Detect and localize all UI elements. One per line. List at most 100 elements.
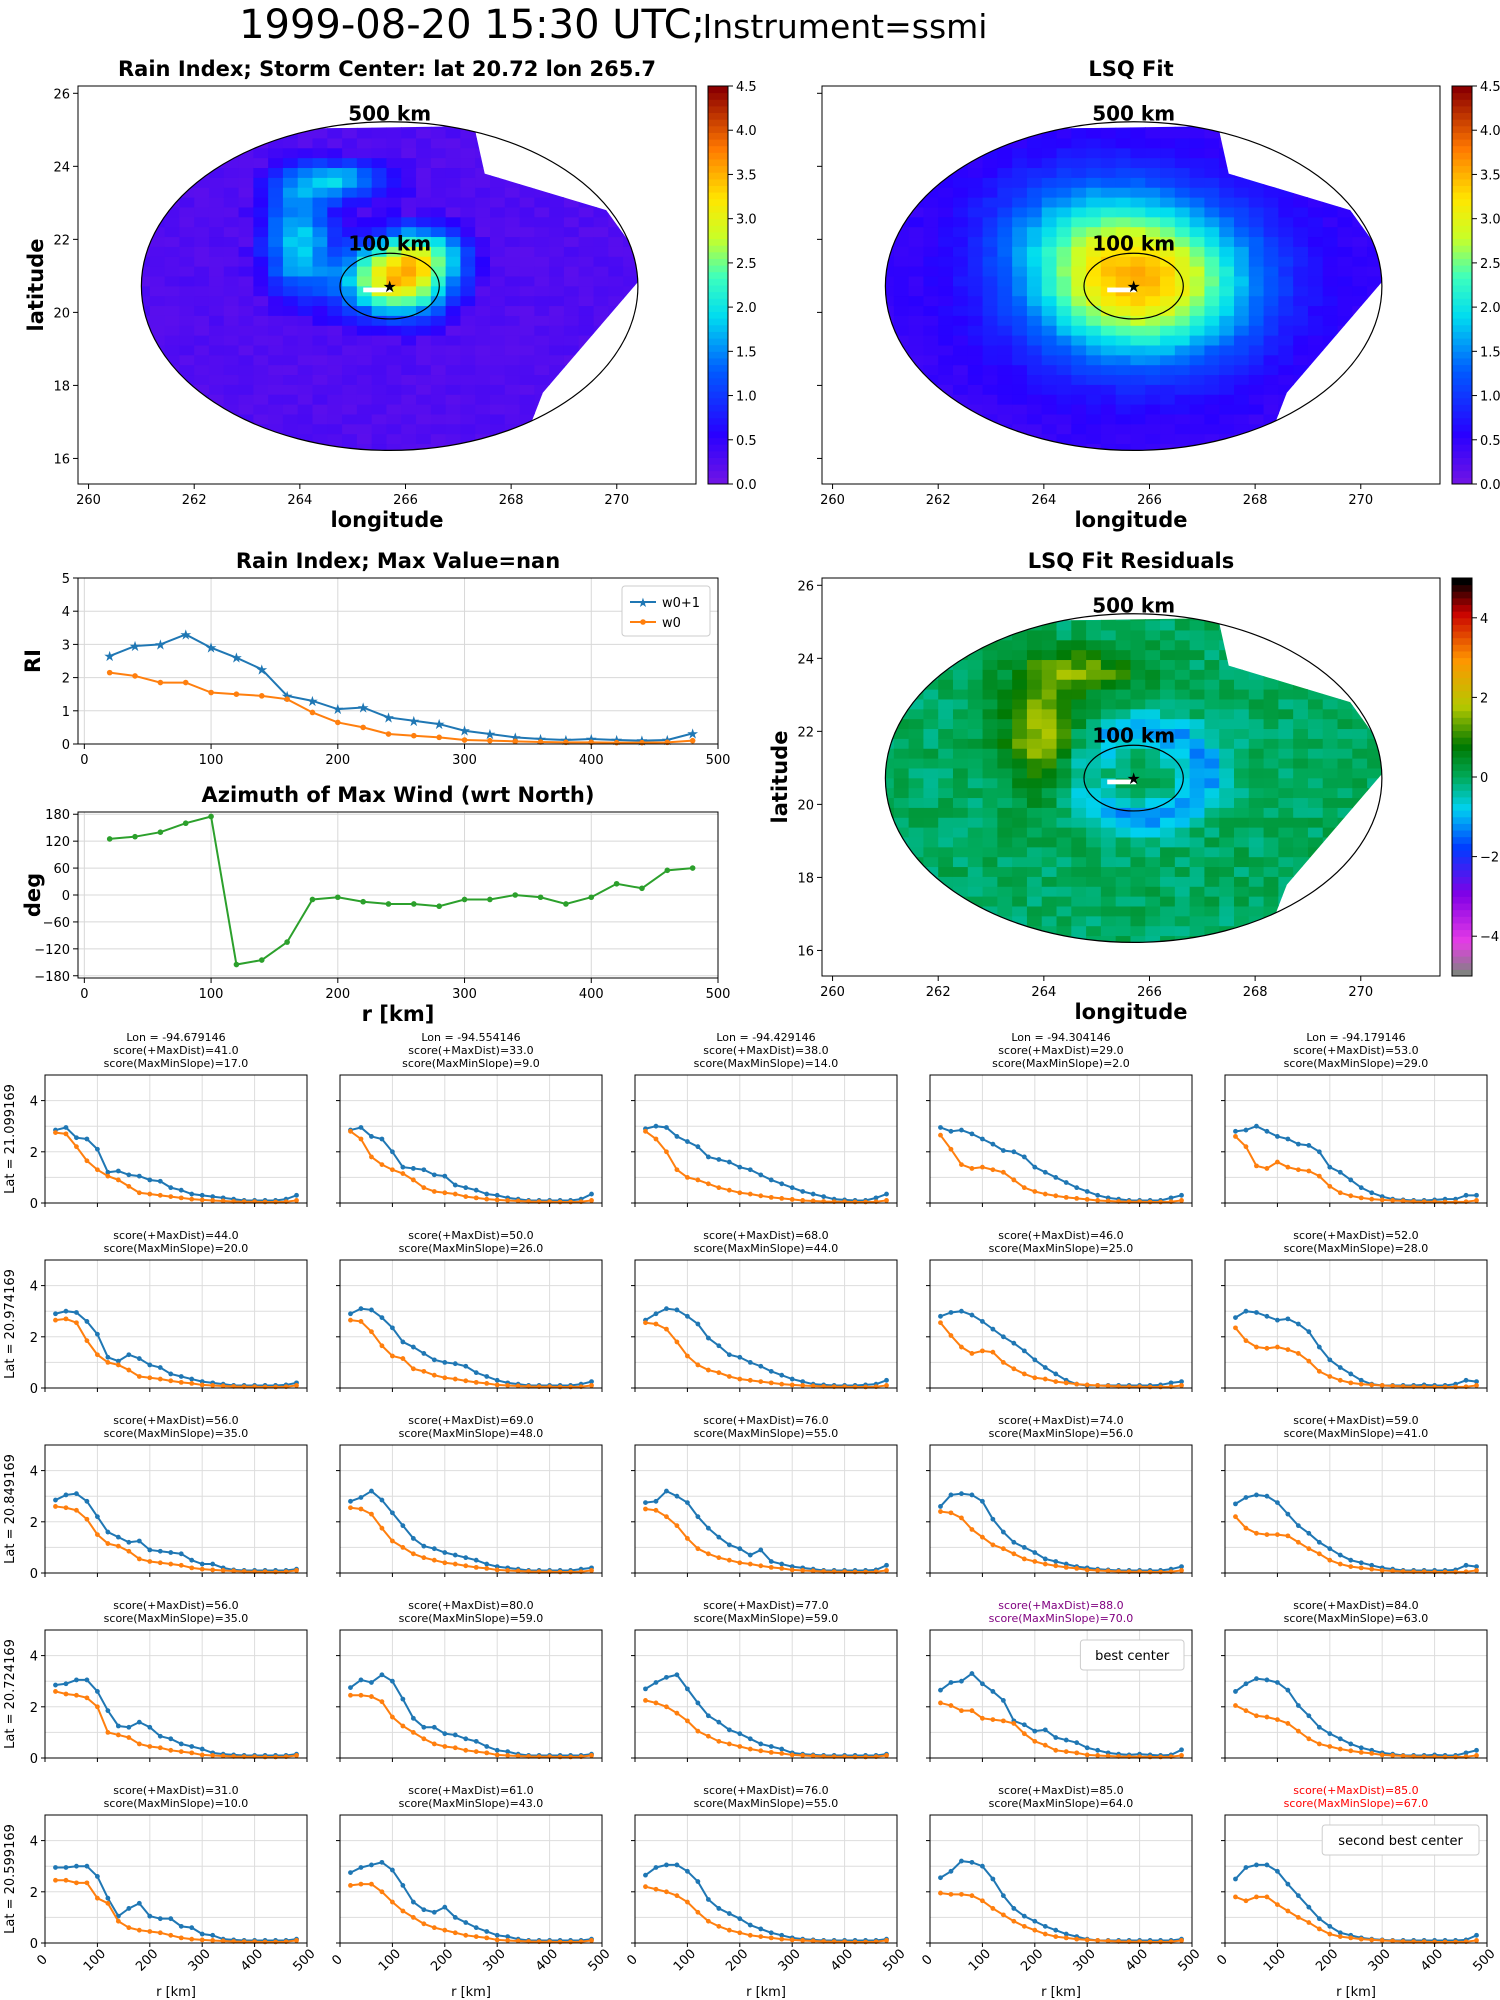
map-cell [638, 98, 653, 108]
map-cell [1411, 246, 1426, 256]
mini-data-point [273, 1199, 278, 1205]
map-cell [253, 354, 269, 366]
map-cell [1411, 679, 1426, 689]
y-tick-label: 0 [62, 889, 70, 904]
map-cell [1322, 266, 1339, 277]
map-cell [1234, 98, 1249, 108]
map-cell [1397, 296, 1412, 306]
x-tick-label: 0 [80, 987, 88, 1002]
map-cell [1293, 955, 1308, 965]
map-cell [1411, 315, 1426, 325]
map-cell [982, 767, 998, 779]
map-cell [952, 256, 969, 267]
map-title: LSQ Fit [1088, 57, 1173, 81]
map-cell [1337, 236, 1353, 247]
map-cell [1189, 266, 1206, 277]
map-cell [1100, 325, 1117, 336]
map-cell [1174, 659, 1191, 670]
map-cell [1160, 325, 1176, 336]
map-cell [885, 344, 895, 356]
map-cell [1411, 98, 1426, 108]
map-cell [967, 817, 984, 828]
figure-suptitle-instrument: Instrument=ssmi [703, 7, 988, 46]
map-cell [667, 335, 682, 345]
map-cell [504, 285, 521, 297]
map-cell [356, 354, 373, 366]
map-cell [864, 256, 879, 266]
map-cell [1041, 618, 1058, 621]
map-cell [1307, 127, 1324, 139]
map-cell [1145, 384, 1161, 395]
map-cell [885, 817, 895, 828]
map-cell [1145, 137, 1161, 149]
map-cell [1248, 197, 1265, 208]
data-point [360, 898, 366, 905]
map-cell [1352, 305, 1368, 316]
map-cell [504, 384, 521, 395]
map-cell [1293, 708, 1309, 720]
map-cell [342, 295, 358, 307]
colorbar-swatch [708, 351, 728, 359]
map-cell [1307, 147, 1324, 159]
map-cell [1026, 157, 1043, 169]
map-cell [475, 246, 491, 257]
colorbar-swatch [1452, 876, 1472, 884]
map-cell [312, 413, 328, 425]
map-cell [1248, 708, 1265, 720]
map-cell [445, 344, 462, 356]
map-cell [885, 147, 895, 159]
map-cell [967, 896, 984, 907]
map-cell [1041, 443, 1058, 451]
map-cell [327, 187, 343, 198]
map-cell [141, 256, 151, 267]
map-cell [1367, 876, 1382, 887]
map-cell [1219, 935, 1235, 943]
map-cell [1160, 758, 1176, 769]
map-cell [253, 256, 269, 267]
map-cell [1204, 836, 1220, 848]
map-cell [1397, 827, 1412, 837]
map-cell [1026, 167, 1043, 178]
map-cell [238, 344, 254, 356]
map-cell [638, 197, 653, 207]
map-ylabel: latitude [24, 239, 48, 332]
map-cell [997, 876, 1013, 887]
map-cell [490, 384, 506, 395]
map-cell [342, 206, 358, 218]
map-cell [1071, 374, 1087, 385]
map-cell [1397, 955, 1412, 965]
map-cell [563, 216, 580, 228]
map-cell [1382, 689, 1397, 699]
map-cell [1248, 619, 1265, 631]
map-cell [1293, 443, 1309, 451]
map-cell [445, 266, 462, 277]
map-cell [967, 216, 984, 228]
map-cell [1174, 246, 1191, 257]
map-cell [1382, 788, 1397, 798]
map-cell [475, 206, 491, 218]
map-cell [1204, 126, 1220, 129]
map-cell [208, 433, 225, 445]
map-cell [386, 256, 402, 267]
map-cell [150, 98, 165, 108]
map-cell [864, 424, 879, 434]
map-cell [653, 325, 668, 335]
colorbar-swatch [1452, 304, 1472, 313]
map-cell [549, 147, 565, 159]
map-cell [1204, 758, 1220, 769]
map-cell [997, 600, 1012, 610]
map-cell [1026, 197, 1043, 208]
map-cell [997, 206, 1013, 218]
map-cell [194, 177, 210, 188]
map-cell [1352, 413, 1368, 425]
map-cell [563, 394, 580, 405]
y-tick-label: 24 [53, 160, 70, 175]
map-cell [1189, 669, 1206, 680]
map-cell [1397, 118, 1412, 128]
map-cell [164, 315, 181, 326]
map-cell [997, 669, 1013, 680]
map-cell [885, 787, 895, 799]
map-cell [923, 618, 939, 621]
map-cell [1352, 404, 1368, 415]
